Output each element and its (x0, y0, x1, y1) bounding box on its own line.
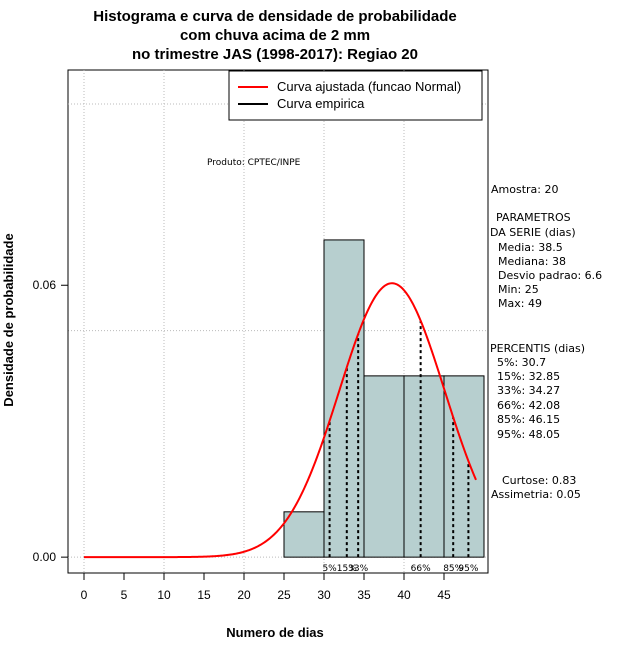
histogram-bar (443, 375, 485, 558)
x-axis-label: Numero de dias (226, 625, 324, 640)
stats-panel: Amostra: 20 PARAMETROS DA SERIE (dias) M… (490, 183, 602, 501)
legend: Curva ajustada (funcao Normal) Curva emp… (228, 70, 483, 121)
x-tick-label: 20 (237, 588, 251, 602)
skewness: Assimetria: 0.05 (491, 488, 581, 501)
normal-fit-curve (84, 282, 477, 559)
x-tick-label: 45 (437, 588, 451, 602)
curve-layer (84, 282, 477, 559)
x-tick-label: 30 (317, 588, 331, 602)
percentile-lines: 5% 15%33% 66% 85%95% (322, 320, 479, 574)
percentile-85: 85%: 46.15 (497, 413, 560, 426)
param-median: Mediana: 38 (498, 255, 566, 268)
params-subheader: DA SERIE (dias) (490, 226, 576, 239)
x-tick-label: 15 (197, 588, 211, 602)
chart-title-line-1: Histograma e curva de densidade de proba… (93, 8, 456, 25)
param-max: Max: 49 (498, 297, 542, 310)
kurtosis: Curtose: 0.83 (502, 474, 576, 487)
histogram-bar (283, 511, 325, 558)
legend-label-empirical: Curva empirica (277, 96, 365, 111)
param-sd: Desvio padrao: 6.6 (498, 269, 602, 282)
percentile-label: 33% (348, 564, 368, 574)
y-axis-label: Densidade de probabilidade (1, 233, 16, 406)
x-tick-label: 5 (121, 588, 128, 602)
param-min: Min: 25 (498, 283, 539, 296)
product-label: Produto: CPTEC/INPE (207, 158, 301, 168)
percentile-label: 85% (443, 564, 463, 574)
legend-box (228, 70, 483, 121)
y-tick-label: 0.00 (33, 550, 57, 564)
x-tick-label: 25 (277, 588, 291, 602)
percentile-66: 66%: 42.08 (497, 399, 560, 412)
histogram-bar (403, 375, 445, 558)
percentile-15: 15%: 32.85 (497, 370, 560, 383)
percentile-label: 66% (411, 564, 431, 574)
percentile-95: 95%: 48.05 (497, 428, 560, 441)
histogram-bar (363, 375, 405, 558)
percentile-label: 5% (322, 564, 337, 574)
legend-label-fitted: Curva ajustada (funcao Normal) (277, 79, 461, 94)
percentiles-header: PERCENTIS (dias) (490, 342, 585, 355)
x-tick-label: 10 (157, 588, 171, 602)
params-header: PARAMETROS (496, 211, 571, 224)
x-tick-label: 40 (397, 588, 411, 602)
param-mean: Media: 38.5 (498, 241, 563, 254)
chart-title-line-3: no trimestre JAS (1998-2017): Regiao 20 (132, 46, 418, 63)
percentile-label: 15% (337, 564, 357, 574)
y-tick-label: 0.06 (33, 278, 57, 292)
chart-title-line-2: com chuva acima de 2 mm (180, 27, 370, 44)
x-tick-label: 35 (357, 588, 371, 602)
percentile-5: 5%: 30.7 (497, 356, 546, 369)
x-tick-label: 0 (81, 588, 88, 602)
percentile-label: 95% (458, 564, 478, 574)
ticks-layer: 0 5 10 15 20 25 30 35 40 45 0.00 0.06 (33, 278, 451, 602)
sample-size: Amostra: 20 (491, 183, 558, 196)
percentile-33: 33%: 34.27 (497, 384, 560, 397)
